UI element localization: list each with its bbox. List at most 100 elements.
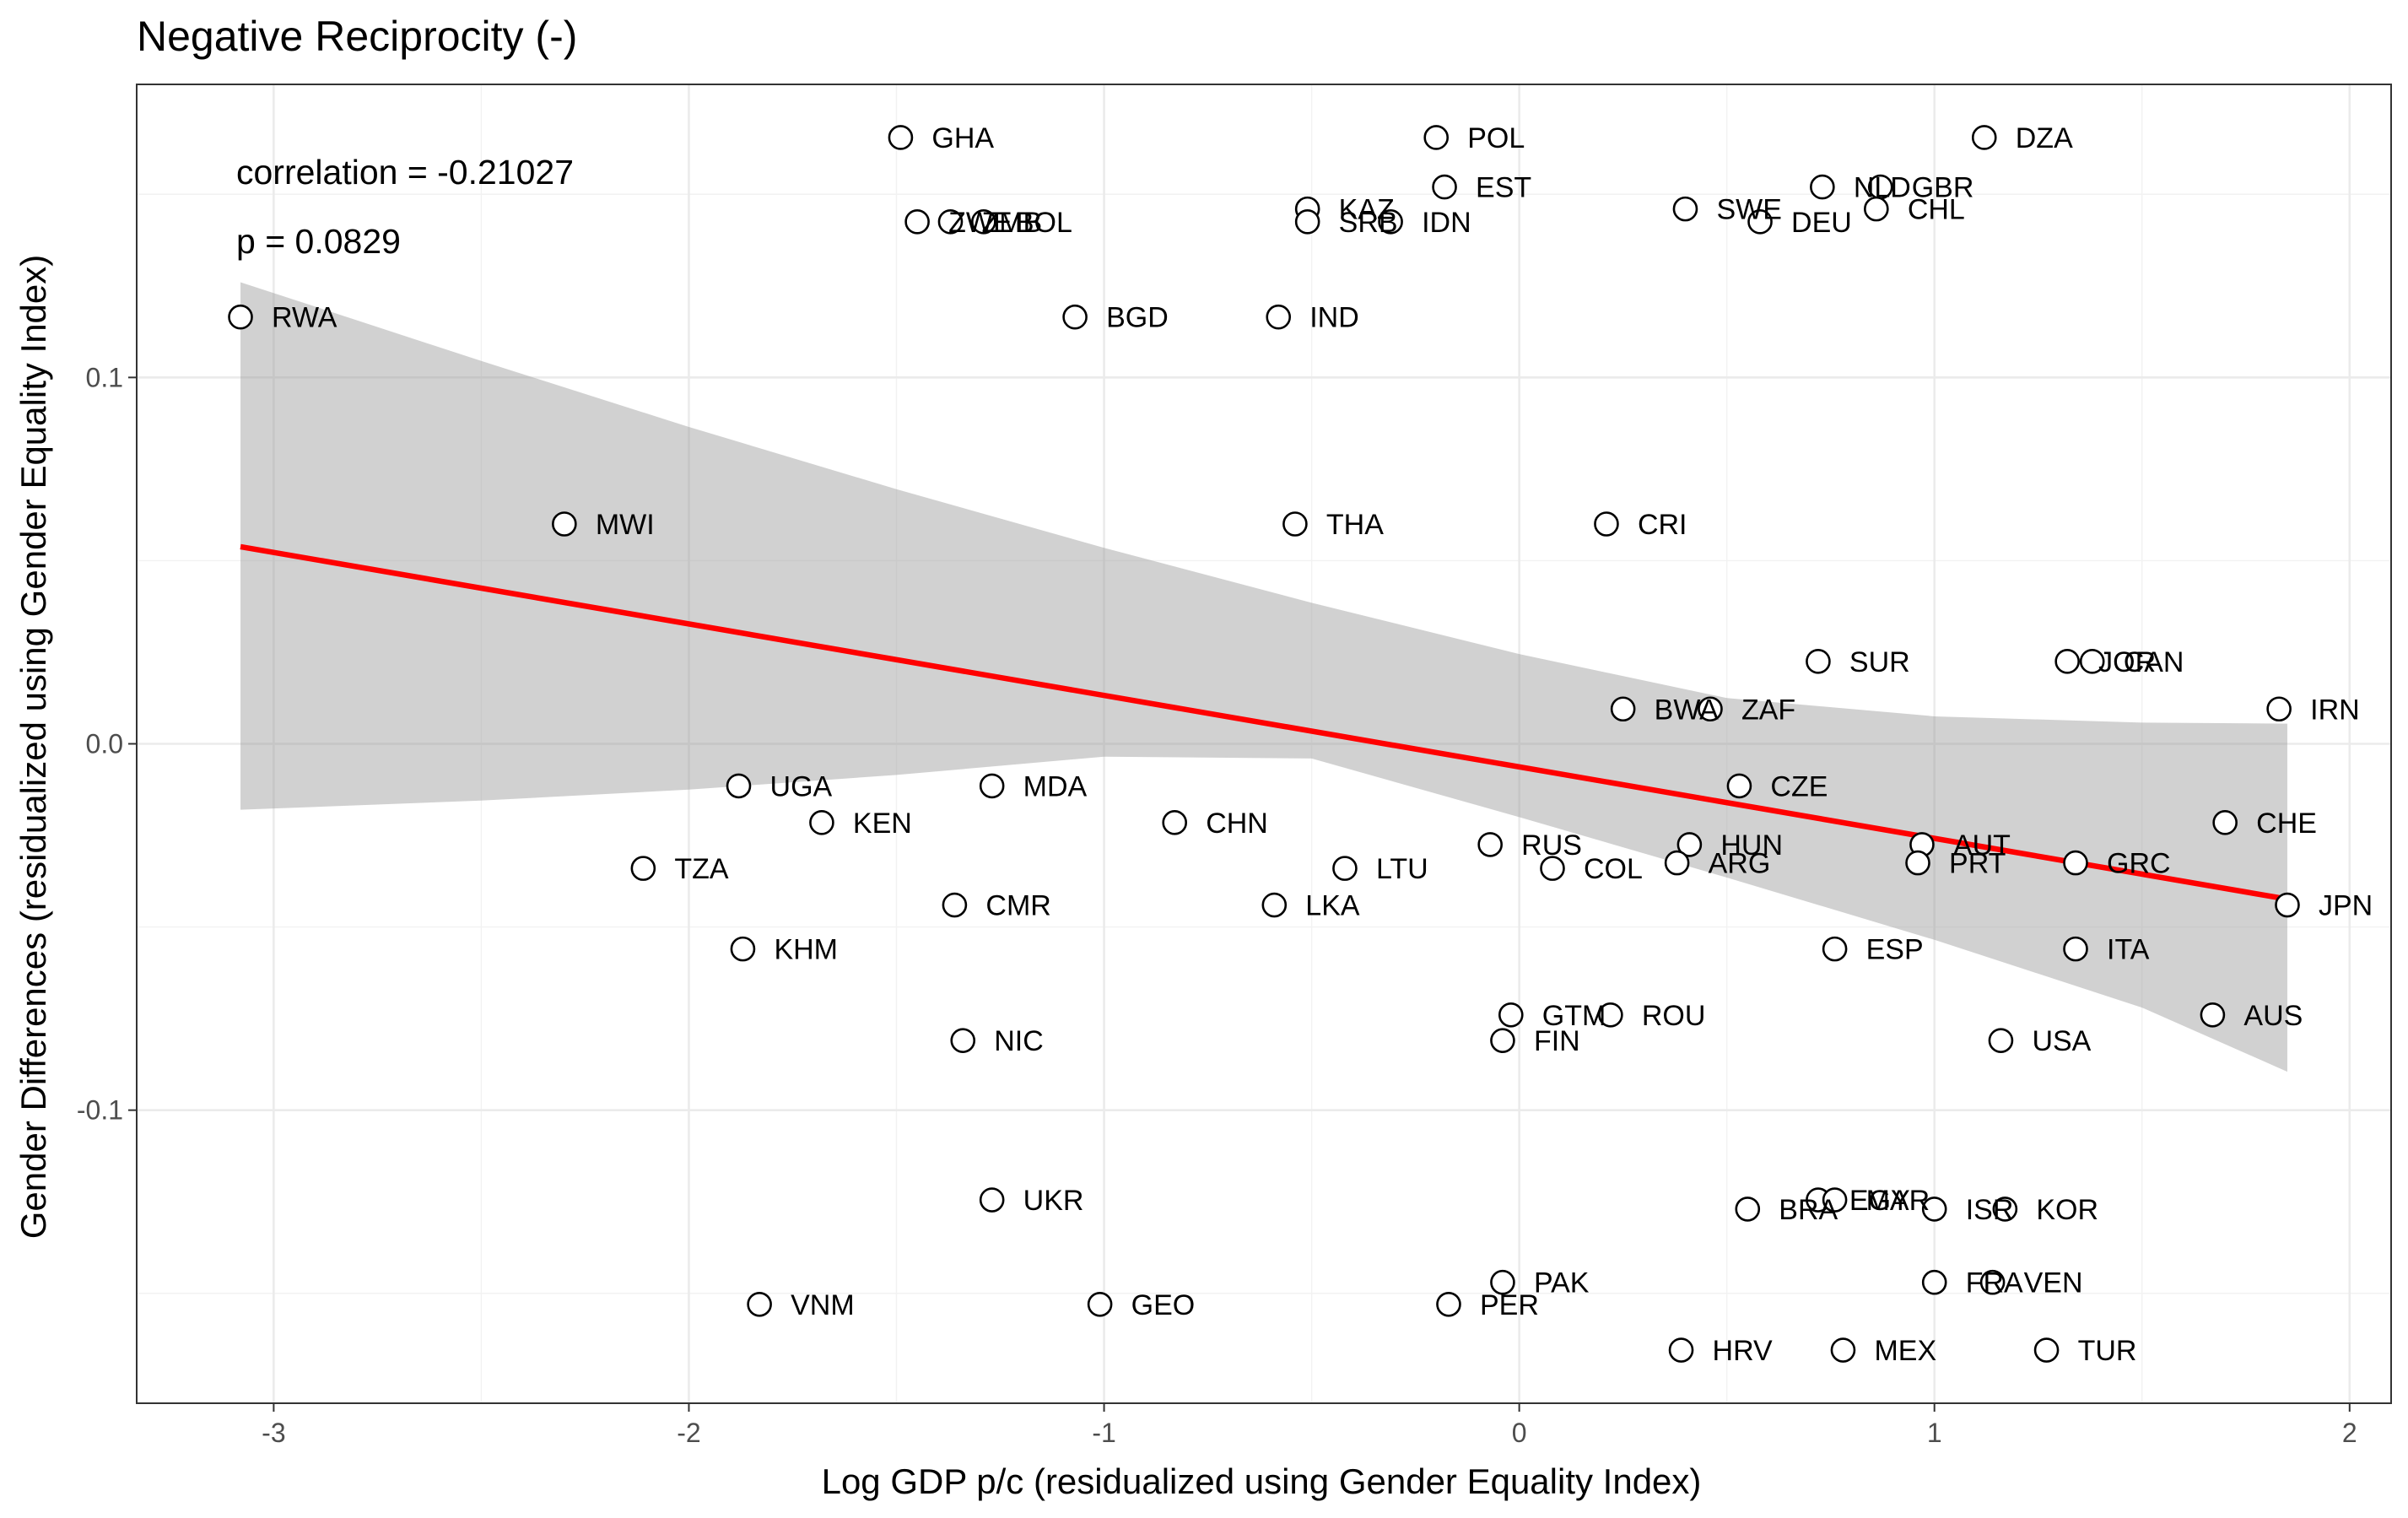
data-point (2033, 1337, 2060, 1363)
point-label: NIC (994, 1025, 1044, 1057)
point-label: ZWE (948, 207, 1012, 239)
data-point (1822, 1187, 1848, 1213)
data-point (1266, 304, 1292, 330)
point-label: ZMB (981, 207, 1042, 239)
point-label: SUR (1849, 646, 1910, 678)
point-label: ZAF (1741, 694, 1795, 726)
point-label: PRT (1949, 848, 2006, 880)
point-label: CAN (2124, 646, 2184, 678)
point-label: PER (1480, 1289, 1539, 1321)
data-point (1594, 511, 1619, 537)
data-point (904, 209, 930, 235)
point-label: USA (2032, 1025, 2091, 1057)
data-point (552, 511, 577, 537)
data-point (1921, 1197, 1947, 1222)
data-point (2275, 892, 2300, 918)
data-point (228, 304, 253, 330)
point-label: TUR (2078, 1335, 2137, 1367)
x-tick-label: -2 (677, 1418, 700, 1448)
point-label: FIN (1534, 1025, 1580, 1057)
point-label: HUN (1720, 829, 1783, 862)
data-point (1332, 856, 1358, 881)
data-point (1498, 1002, 1524, 1028)
data-point (1664, 850, 1690, 876)
point-label: GTM (1542, 1000, 1606, 1032)
point-label: MWI (596, 509, 655, 541)
point-label: MAR (1866, 1185, 1930, 1217)
data-point (1822, 936, 1848, 962)
point-label: BWA (1655, 694, 1720, 726)
point-label: SWE (1716, 194, 1781, 226)
data-point (726, 773, 752, 799)
data-point (1087, 1291, 1113, 1317)
point-label: TZA (674, 853, 729, 885)
data-point (1294, 209, 1320, 235)
data-point (1698, 696, 1723, 722)
data-point (1162, 810, 1188, 835)
data-point (1436, 1291, 1461, 1317)
axes: -3 -2 -1 0 1 2 -0.1 0.0 0.1 (77, 362, 2357, 1448)
y-tick-label: 0.1 (86, 362, 123, 392)
data-point (1921, 1269, 1947, 1295)
point-label: CHE (2256, 808, 2317, 840)
point-label: AUT (1953, 829, 2011, 862)
data-point (1676, 832, 1703, 857)
point-label: ESP (1866, 934, 1924, 966)
data-point (1905, 850, 1930, 876)
data-point (747, 1291, 772, 1317)
data-point (2266, 696, 2292, 722)
regression-line (240, 543, 2288, 902)
data-point (1747, 209, 1773, 235)
data-point (809, 810, 834, 835)
data-point (630, 856, 656, 881)
point-label: ARG (1709, 848, 1771, 880)
data-point (2079, 649, 2105, 674)
data-point (979, 1187, 1005, 1213)
point-label: RWA (272, 302, 337, 334)
point-label: PAK (1534, 1267, 1590, 1299)
x-axis-title: Log GDP p/c (residualized using Gender E… (822, 1461, 1702, 1501)
data-point (1726, 773, 1752, 799)
point-label: VNM (791, 1289, 855, 1321)
data-point (2063, 850, 2088, 876)
point-label: HRV (1713, 1335, 1773, 1367)
point-label: POL (1467, 122, 1525, 154)
data-point (1830, 1337, 1856, 1363)
data-point (950, 1028, 976, 1053)
point-label: UGA (770, 770, 833, 802)
data-point (1806, 649, 1831, 674)
y-tick-label: -0.1 (77, 1095, 123, 1126)
point-label: EST (1476, 172, 1531, 204)
x-tick-label: -3 (262, 1418, 285, 1448)
point-label: VEN (2024, 1267, 2083, 1299)
point-label: COL (1584, 853, 1643, 885)
point-label: IRN (2310, 694, 2360, 726)
point-label: DEU (1791, 207, 1852, 239)
data-point (971, 209, 996, 235)
data-point (1672, 196, 1698, 222)
data-point (1610, 696, 1636, 722)
point-label: RUS (1521, 829, 1582, 862)
point-label: KAZ (1339, 194, 1395, 226)
data-point (1864, 196, 1889, 222)
data-point (1432, 174, 1457, 200)
data-point (1378, 209, 1403, 235)
point-label: LKA (1305, 890, 1360, 922)
point-label: KEN (853, 808, 912, 840)
confidence-band (240, 282, 2287, 1072)
data-point (1282, 511, 1308, 537)
p-value-annotation: p = 0.0829 (236, 222, 401, 261)
point-label: JPN (2319, 890, 2373, 922)
points-layer (228, 125, 2300, 1363)
point-label: GRC (2107, 848, 2171, 880)
data-point (1979, 1269, 2006, 1295)
x-tick-label: 0 (1512, 1418, 1527, 1448)
chart-title: Negative Reciprocity (-) (137, 13, 577, 60)
data-point (1668, 1337, 1694, 1363)
point-label: BGD (1106, 302, 1169, 334)
point-label: LTU (1376, 853, 1428, 885)
data-point (1598, 1002, 1623, 1028)
point-label: BRA (1779, 1194, 1838, 1226)
point-label: EGY (1849, 1185, 1910, 1217)
